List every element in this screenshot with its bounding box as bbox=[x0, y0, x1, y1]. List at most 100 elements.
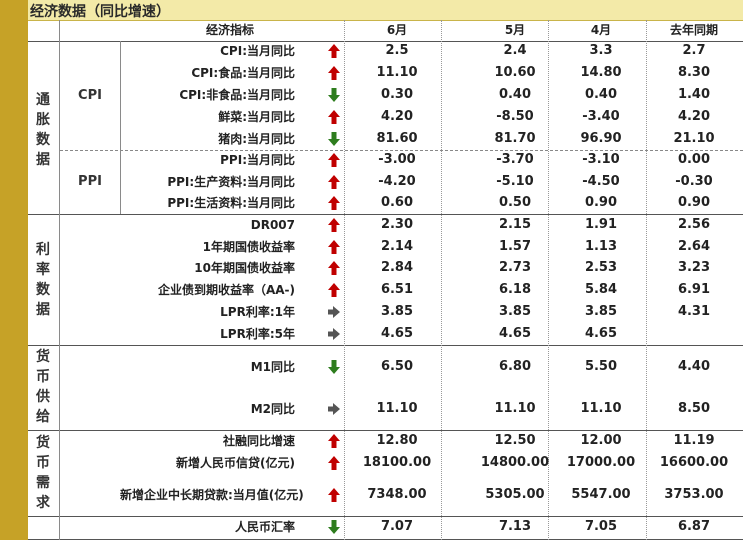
value-cell: 2.84 bbox=[380, 260, 414, 275]
divider-rates bbox=[28, 214, 743, 215]
value-cell: -3.70 bbox=[496, 152, 534, 167]
value-cell: 4.20 bbox=[677, 109, 711, 124]
indicator-label: 10年期国债收益率 bbox=[194, 261, 295, 275]
value-cell: 4.65 bbox=[584, 326, 618, 341]
value-cell: 7.13 bbox=[498, 519, 532, 534]
value-cell: 81.60 bbox=[376, 131, 418, 146]
value-cell: 7.05 bbox=[584, 519, 618, 534]
value-cell: 7348.00 bbox=[367, 487, 427, 502]
arrow-up-icon bbox=[327, 217, 341, 233]
table-row: 社融同比增速 12.80 12.50 12.00 11.19 bbox=[120, 431, 740, 451]
indicator-label: 企业债到期收益率（AA-) bbox=[157, 283, 295, 297]
value-cell: 8.50 bbox=[677, 401, 711, 416]
value-cell: 81.70 bbox=[494, 131, 536, 146]
value-cell: 0.90 bbox=[677, 195, 711, 210]
vline-subgroup-cpi bbox=[120, 41, 121, 150]
value-cell: 6.91 bbox=[677, 282, 711, 297]
value-cell: -0.30 bbox=[675, 174, 713, 189]
indicator-label: 鲜菜:当月同比 bbox=[218, 110, 295, 124]
value-cell: 3.85 bbox=[498, 304, 532, 319]
subgroup-cpi: CPI bbox=[78, 88, 102, 103]
value-cell: -4.20 bbox=[378, 174, 416, 189]
divider-fx bbox=[28, 516, 743, 517]
value-cell: 0.30 bbox=[380, 87, 414, 102]
indicator-label: LPR利率:5年 bbox=[220, 327, 295, 341]
value-cell: 2.53 bbox=[584, 260, 618, 275]
value-cell: 14.80 bbox=[580, 65, 622, 80]
table-row: 企业债到期收益率（AA-) 6.51 6.18 5.84 6.91 bbox=[120, 280, 740, 300]
value-cell: 2.7 bbox=[682, 43, 706, 58]
table-row: 10年期国债收益率 2.84 2.73 2.53 3.23 bbox=[120, 258, 740, 278]
header-col1: 6月 bbox=[386, 23, 408, 37]
table-row: 1年期国债收益率 2.14 1.57 1.13 2.64 bbox=[120, 237, 740, 257]
table-row: PPI:生活资料:当月同比 0.60 0.50 0.90 0.90 bbox=[120, 193, 740, 213]
arrow-up-icon bbox=[327, 282, 341, 298]
indicator-label: CPI:非食品:当月同比 bbox=[179, 88, 295, 102]
value-cell: 0.50 bbox=[498, 195, 532, 210]
table-row: PPI:当月同比 -3.00 -3.70 -3.10 0.00 bbox=[120, 150, 740, 170]
header-divider bbox=[28, 41, 743, 42]
arrow-right-icon bbox=[327, 304, 341, 320]
table-row: 猪肉:当月同比 81.60 81.70 96.90 21.10 bbox=[120, 129, 740, 149]
value-cell: 4.65 bbox=[380, 326, 414, 341]
value-cell: 5.50 bbox=[584, 359, 618, 374]
value-cell: 2.4 bbox=[503, 43, 527, 58]
header-col4: 去年同期 bbox=[669, 23, 718, 37]
value-cell: 6.18 bbox=[498, 282, 532, 297]
category-rates: 利率数据 bbox=[36, 242, 50, 318]
value-cell: -3.00 bbox=[378, 152, 416, 167]
value-cell: 0.60 bbox=[380, 195, 414, 210]
gold-sidebar bbox=[0, 20, 28, 540]
value-cell: -3.40 bbox=[582, 109, 620, 124]
value-cell: 3.85 bbox=[380, 304, 414, 319]
arrow-up-icon bbox=[327, 195, 341, 211]
value-cell: 6.51 bbox=[380, 282, 414, 297]
table-row: 鲜菜:当月同比 4.20 -8.50 -3.40 4.20 bbox=[120, 107, 740, 127]
value-cell: 0.90 bbox=[584, 195, 618, 210]
value-cell: 6.87 bbox=[677, 519, 711, 534]
vline-subgroup-ppi bbox=[120, 150, 121, 214]
arrow-up-icon bbox=[327, 152, 341, 168]
vline-indicator bbox=[344, 20, 345, 540]
value-cell: 12.50 bbox=[494, 433, 536, 448]
value-cell: 4.40 bbox=[677, 359, 711, 374]
value-cell: 96.90 bbox=[580, 131, 622, 146]
value-cell: 4.31 bbox=[677, 304, 711, 319]
table-row: CPI:非食品:当月同比 0.30 0.40 0.40 1.40 bbox=[120, 85, 740, 105]
value-cell: 0.00 bbox=[677, 152, 711, 167]
indicator-label: 人民币汇率 bbox=[234, 520, 295, 534]
category-money-demand: 货币需求 bbox=[36, 435, 50, 511]
divider-demand bbox=[28, 430, 743, 431]
value-cell: 2.73 bbox=[498, 260, 532, 275]
value-cell: -3.10 bbox=[582, 152, 620, 167]
arrow-up-icon bbox=[327, 260, 341, 276]
arrow-down-icon bbox=[327, 519, 341, 535]
header-col2: 5月 bbox=[504, 23, 526, 37]
vline-col2 bbox=[548, 20, 549, 540]
table-row: 人民币汇率 7.07 7.13 7.05 6.87 bbox=[120, 517, 740, 537]
arrow-up-icon bbox=[327, 109, 341, 125]
arrow-up-icon bbox=[327, 487, 341, 503]
value-cell: 4.20 bbox=[380, 109, 414, 124]
value-cell: 21.10 bbox=[673, 131, 715, 146]
category-inflation: 通胀数据 bbox=[36, 92, 50, 168]
arrow-up-icon bbox=[327, 65, 341, 81]
value-cell: 3.85 bbox=[584, 304, 618, 319]
value-cell: 10.60 bbox=[494, 65, 536, 80]
vline-category bbox=[59, 20, 60, 540]
indicator-label: 新增企业中长期贷款:当月值(亿元) bbox=[120, 488, 304, 502]
indicator-label: CPI:食品:当月同比 bbox=[191, 66, 295, 80]
value-cell: 16600.00 bbox=[659, 455, 729, 470]
value-cell: 11.10 bbox=[376, 401, 418, 416]
value-cell: 2.56 bbox=[677, 217, 711, 232]
table-row: M1同比 6.50 6.80 5.50 4.40 bbox=[120, 357, 740, 377]
value-cell: 6.80 bbox=[498, 359, 532, 374]
vline-col3 bbox=[646, 20, 647, 540]
value-cell: 5547.00 bbox=[571, 487, 631, 502]
indicator-label: LPR利率:1年 bbox=[220, 305, 295, 319]
value-cell: 14800.00 bbox=[480, 455, 550, 470]
indicator-label: CPI:当月同比 bbox=[220, 44, 295, 58]
indicator-label: 猪肉:当月同比 bbox=[218, 132, 295, 146]
indicator-label: 新增人民币信贷(亿元) bbox=[176, 456, 295, 470]
value-cell: 7.07 bbox=[380, 519, 414, 534]
